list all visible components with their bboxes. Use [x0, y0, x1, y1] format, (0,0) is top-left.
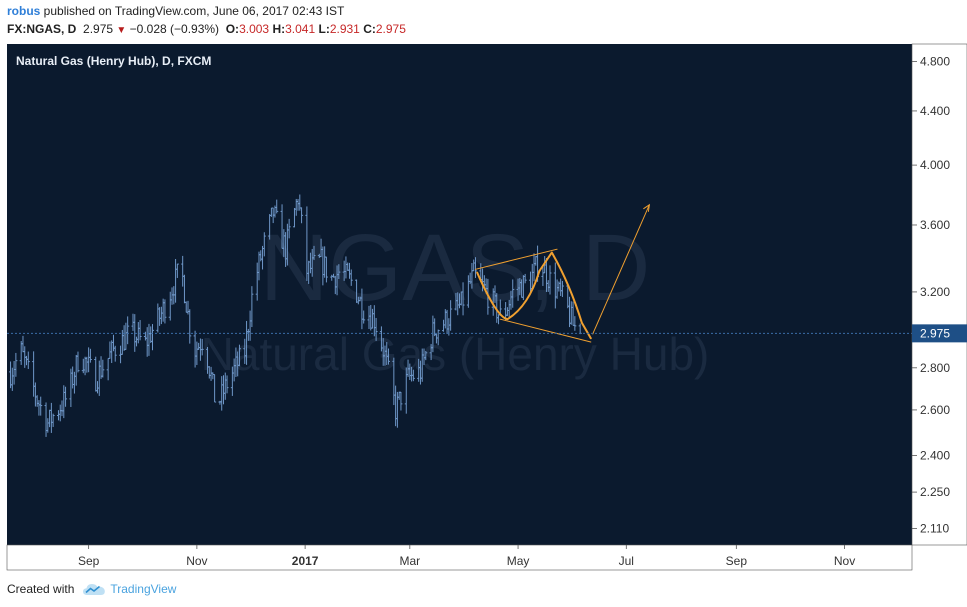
price-bar [411, 369, 415, 382]
price-bar [225, 375, 229, 394]
price-tick-label: 4.800 [920, 54, 950, 68]
time-axis-ticks: Sep Nov 2017 Mar May Jul Sep Nov [78, 545, 855, 568]
candles [9, 194, 582, 437]
price-bar [573, 316, 577, 331]
price-bar [523, 273, 527, 284]
price-bar [175, 263, 179, 278]
price-bar [101, 359, 105, 378]
price-tick-label: 3.200 [920, 285, 950, 299]
price-bar [262, 232, 266, 257]
price-bar [324, 256, 328, 283]
price-bar [151, 324, 155, 351]
price-tick-label: 4.400 [920, 104, 950, 118]
price-bar [511, 279, 515, 308]
pattern-right-curve [538, 251, 592, 340]
projection-arrow-line [592, 204, 650, 335]
price-bar [188, 309, 192, 344]
watermark-name: Natural Gas (Henry Hub) [201, 328, 710, 380]
price-bar [374, 317, 378, 341]
price-bar [287, 218, 291, 239]
price-bar [237, 344, 241, 367]
current-price-label: 2.975 [920, 326, 950, 340]
close-value: 2.975 [375, 22, 406, 36]
price-bar [399, 391, 403, 411]
price-bar [461, 282, 465, 316]
author-link[interactable]: robus [7, 4, 41, 18]
open-value: 3.003 [239, 22, 270, 36]
price-bar [387, 348, 391, 365]
price-tick-label: 2.400 [920, 448, 950, 462]
price-change: −0.028 (−0.93%) [129, 22, 220, 36]
created-with-label: Created with [7, 582, 75, 596]
price-bar [39, 396, 43, 416]
price-bar [300, 207, 304, 224]
price-tick-label: 2.800 [920, 361, 950, 375]
price-bar [88, 348, 92, 363]
price-tick-label: 2.250 [920, 485, 950, 499]
last-price: 2.975 [83, 22, 114, 36]
down-triangle-icon: ▼ [116, 25, 127, 36]
price-tick-label: 4.000 [920, 158, 950, 172]
price-bar [213, 373, 217, 403]
price-bar [200, 338, 204, 356]
time-tick-label: May [507, 554, 530, 568]
time-tick-label: Mar [399, 554, 420, 568]
price-bar [349, 269, 353, 286]
publish-info: robus published on TradingView.com, June… [7, 4, 344, 18]
price-bar [548, 265, 552, 295]
price-bar [113, 345, 117, 362]
price-bar [163, 299, 167, 324]
price-bar [473, 257, 477, 278]
price-chart[interactable]: NGAS, D Natural Gas (Henry Hub) 4.800 4.4… [0, 0, 967, 580]
watermark: NGAS, D Natural Gas (Henry Hub) [201, 215, 710, 380]
time-tick-label: 2017 [292, 554, 319, 568]
price-axis[interactable] [911, 43, 967, 546]
price-bar [436, 329, 440, 346]
price-bar [250, 286, 254, 328]
price-bar [312, 245, 316, 261]
pattern-left-curve [476, 270, 541, 321]
time-tick-label: Nov [186, 554, 207, 568]
lower-trendline [499, 318, 592, 343]
price-tick-label: 3.600 [920, 218, 950, 232]
price-tick-label: 2.110 [920, 522, 949, 536]
footer: Created with TradingView [7, 582, 176, 596]
time-axis[interactable] [6, 544, 913, 571]
upper-trendline [475, 248, 558, 270]
price-tick-label: 2.600 [920, 403, 950, 417]
time-tick-label: Nov [834, 554, 855, 568]
tradingview-link[interactable]: TradingView [110, 582, 177, 596]
chart-title: Natural Gas (Henry Hub), D, FXCM [16, 54, 211, 68]
high-value: 3.041 [285, 22, 316, 36]
tradingview-cloud-icon[interactable] [82, 582, 106, 596]
price-bar [337, 264, 341, 279]
watermark-symbol: NGAS, D [260, 215, 651, 321]
low-value: 2.931 [329, 22, 360, 36]
published-text: published on TradingView.com, June 06, 2… [40, 4, 345, 18]
price-bar [449, 300, 453, 331]
price-bar [275, 199, 279, 214]
price-bar [26, 351, 30, 369]
price-bar [64, 386, 68, 407]
price-axis-ticks: 4.800 4.400 4.000 3.600 3.200 2.800 2.600 2.400… [912, 54, 950, 536]
current-price-tag: 2.975 [912, 324, 967, 343]
projection-arrow-head [643, 203, 651, 212]
price-bar [51, 413, 55, 427]
time-tick-label: Sep [726, 554, 748, 568]
price-bar [560, 280, 564, 298]
ohlc-bar: FX:NGAS, D 2.975 ▼ −0.028 (−0.93%) O:3.0… [7, 22, 406, 36]
time-tick-label: Jul [619, 554, 634, 568]
price-bar [424, 350, 428, 361]
price-bar [138, 320, 142, 341]
drawing-annotations[interactable] [475, 203, 651, 343]
price-bar [362, 310, 366, 324]
symbol-label: FX:NGAS, D [7, 22, 77, 36]
price-bar [126, 316, 130, 345]
price-bar [14, 352, 18, 377]
time-tick-label: Sep [78, 554, 100, 568]
price-bar [76, 351, 80, 373]
